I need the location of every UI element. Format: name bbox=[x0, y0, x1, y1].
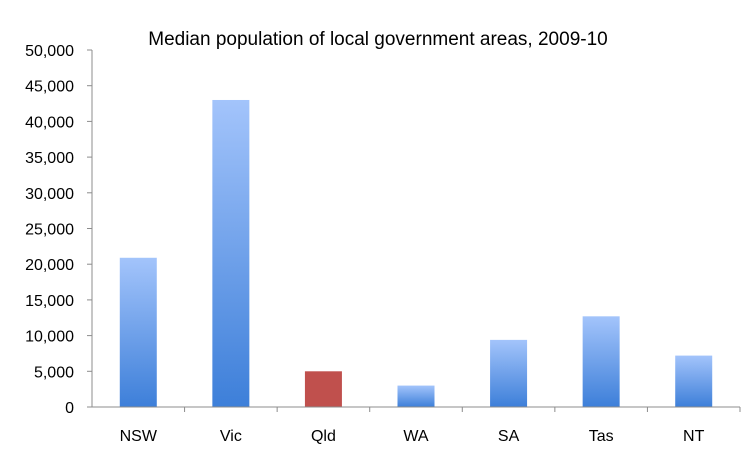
bar-wa bbox=[397, 385, 435, 407]
bar-nt bbox=[675, 355, 713, 407]
y-tick-label: 20,000 bbox=[25, 257, 74, 274]
y-tick-label: 5,000 bbox=[34, 364, 74, 381]
y-tick-label: 0 bbox=[65, 400, 74, 417]
x-tick-label: Tas bbox=[589, 428, 614, 445]
y-tick-label: 40,000 bbox=[25, 114, 74, 131]
y-tick-label: 30,000 bbox=[25, 186, 74, 203]
y-tick-label: 50,000 bbox=[25, 43, 74, 60]
y-tick-label: 10,000 bbox=[25, 329, 74, 346]
x-tick-label: NSW bbox=[120, 428, 158, 445]
y-axis: 0 5,000 10,000 15,000 20,000 25,000 30,000 35,0… bbox=[25, 43, 93, 417]
bar-vic bbox=[212, 99, 250, 407]
x-tick-label: WA bbox=[403, 428, 429, 445]
y-tick-label: 35,000 bbox=[25, 150, 74, 167]
bar-tas bbox=[582, 316, 620, 407]
bars-group bbox=[119, 99, 713, 407]
y-tick-label: 15,000 bbox=[25, 293, 74, 310]
x-tick-label: Vic bbox=[220, 428, 242, 445]
y-tick-label: 45,000 bbox=[25, 79, 74, 96]
bar-nsw bbox=[119, 257, 157, 407]
x-tick-label: SA bbox=[498, 428, 520, 445]
x-axis: NSW Vic Qld WA SA Tas NT bbox=[92, 406, 741, 445]
bar-qld bbox=[304, 371, 342, 407]
x-tick-label: NT bbox=[683, 428, 705, 445]
x-tick-label: Qld bbox=[311, 428, 336, 445]
bar-sa bbox=[490, 339, 528, 407]
chart-title: Median population of local government ar… bbox=[148, 29, 607, 50]
y-tick-label: 25,000 bbox=[25, 222, 74, 239]
